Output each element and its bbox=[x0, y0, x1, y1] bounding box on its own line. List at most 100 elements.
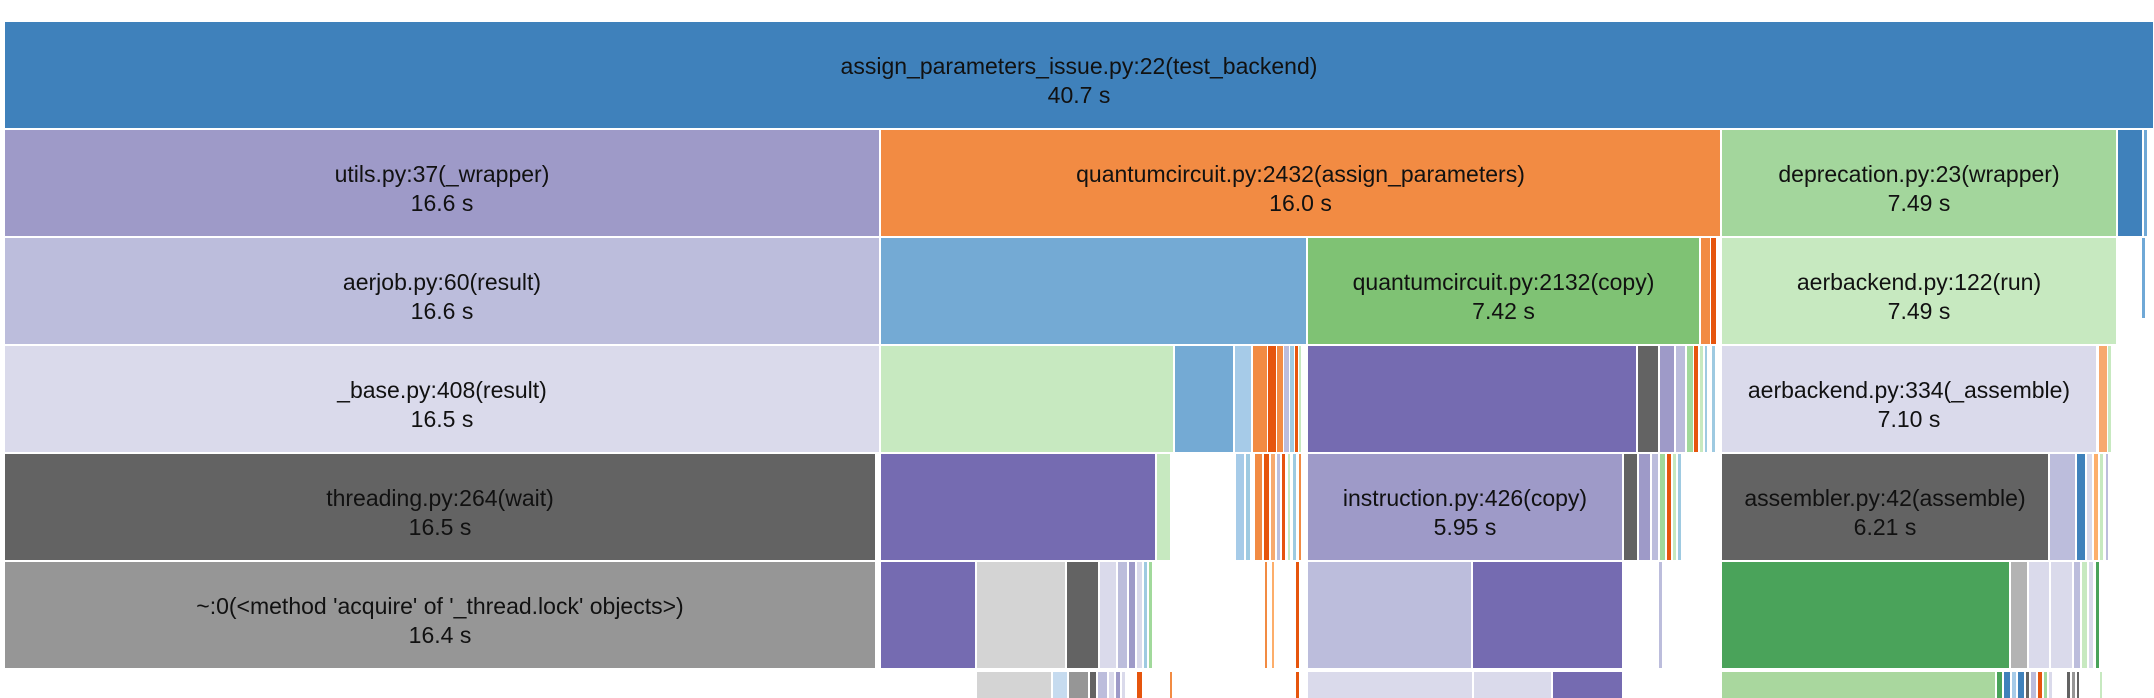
flame-frame[interactable] bbox=[1308, 346, 1636, 452]
flame-frame[interactable] bbox=[2067, 672, 2070, 698]
flame-frame[interactable] bbox=[1299, 454, 1301, 560]
flame-frame[interactable]: aerjob.py:60(result) 16.6 s bbox=[5, 238, 879, 344]
flame-frame[interactable] bbox=[1687, 346, 1693, 452]
flame-frame[interactable] bbox=[1299, 346, 1301, 452]
flame-frame[interactable] bbox=[1272, 562, 1274, 668]
flame-frame[interactable] bbox=[1137, 672, 1142, 698]
flame-frame[interactable] bbox=[2044, 672, 2047, 698]
flame-frame[interactable] bbox=[1676, 346, 1685, 452]
flame-frame[interactable] bbox=[977, 562, 1065, 668]
flame-frame[interactable] bbox=[1098, 672, 1107, 698]
flame-frame[interactable] bbox=[2077, 454, 2085, 560]
flame-frame[interactable] bbox=[1100, 562, 1116, 668]
flame-frame[interactable] bbox=[1053, 672, 1067, 698]
flame-frame[interactable]: deprecation.py:23(wrapper) 7.49 s bbox=[1722, 130, 2116, 236]
flame-frame[interactable]: threading.py:264(wait) 16.5 s bbox=[5, 454, 875, 560]
flame-frame[interactable] bbox=[1711, 238, 1716, 344]
flame-frame[interactable] bbox=[1090, 672, 1096, 698]
flame-frame[interactable] bbox=[1282, 454, 1285, 560]
flame-frame[interactable] bbox=[2099, 346, 2107, 452]
flame-frame[interactable] bbox=[1253, 346, 1267, 452]
flame-frame[interactable] bbox=[1246, 454, 1250, 560]
flame-frame[interactable]: instruction.py:426(copy) 5.95 s bbox=[1308, 454, 1622, 560]
flame-frame[interactable] bbox=[2077, 672, 2079, 698]
flame-frame[interactable] bbox=[1288, 454, 1290, 560]
flame-frame[interactable] bbox=[2011, 562, 2027, 668]
flame-frame[interactable] bbox=[1553, 672, 1622, 698]
flame-frame[interactable] bbox=[1129, 562, 1135, 668]
flame-frame[interactable] bbox=[1296, 672, 1299, 698]
flame-frame[interactable] bbox=[1722, 672, 1995, 698]
flame-frame[interactable] bbox=[1652, 454, 1658, 560]
flame-frame[interactable] bbox=[2012, 672, 2016, 698]
flame-frame[interactable] bbox=[1997, 672, 2002, 698]
flame-frame[interactable] bbox=[1122, 672, 1125, 698]
flame-frame[interactable] bbox=[1144, 562, 1147, 668]
flame-frame[interactable] bbox=[1705, 346, 1707, 452]
flame-frame[interactable] bbox=[1694, 346, 1698, 452]
flame-frame[interactable] bbox=[1277, 454, 1280, 560]
flame-frame[interactable] bbox=[1308, 562, 1471, 668]
flame-frame[interactable] bbox=[1109, 672, 1114, 698]
flame-frame[interactable] bbox=[1116, 672, 1120, 698]
flame-frame[interactable] bbox=[1069, 672, 1088, 698]
flame-frame[interactable] bbox=[2026, 672, 2029, 698]
flame-frame[interactable] bbox=[2072, 672, 2075, 698]
flame-frame[interactable] bbox=[2087, 454, 2092, 560]
flame-frame[interactable]: ~:0(<method 'acquire' of '_thread.lock' … bbox=[5, 562, 875, 668]
flame-frame[interactable] bbox=[1701, 238, 1710, 344]
flame-frame[interactable] bbox=[881, 454, 1155, 560]
flame-frame[interactable] bbox=[1678, 454, 1681, 560]
flame-frame[interactable] bbox=[2050, 454, 2075, 560]
flame-frame[interactable]: quantumcircuit.py:2132(copy) 7.42 s bbox=[1308, 238, 1699, 344]
flame-frame[interactable] bbox=[2029, 562, 2049, 668]
flame-frame[interactable] bbox=[1700, 346, 1703, 452]
flame-frame[interactable] bbox=[1639, 454, 1650, 560]
flame-frame[interactable] bbox=[2049, 672, 2052, 698]
flame-frame[interactable] bbox=[1712, 346, 1715, 452]
flame-frame[interactable]: utils.py:37(_wrapper) 16.6 s bbox=[5, 130, 879, 236]
flame-frame[interactable] bbox=[1659, 562, 1662, 668]
flame-frame[interactable] bbox=[1284, 346, 1289, 452]
flame-frame[interactable] bbox=[1236, 454, 1244, 560]
flame-frame[interactable] bbox=[1474, 672, 1551, 698]
flame-frame[interactable]: aerbackend.py:122(run) 7.49 s bbox=[1722, 238, 2116, 344]
flame-frame[interactable] bbox=[2142, 238, 2145, 318]
flame-frame[interactable] bbox=[1308, 672, 1472, 698]
flame-frame[interactable] bbox=[1667, 454, 1671, 560]
flame-frame[interactable] bbox=[1638, 346, 1658, 452]
flame-frame[interactable] bbox=[1265, 562, 1267, 668]
flame-frame[interactable] bbox=[881, 346, 1173, 452]
flame-frame[interactable]: quantumcircuit.py:2432(assign_parameters… bbox=[881, 130, 1720, 236]
flame-frame[interactable] bbox=[2100, 454, 2103, 560]
flame-frame[interactable] bbox=[2004, 672, 2010, 698]
flame-frame[interactable] bbox=[1170, 672, 1172, 698]
flame-frame[interactable] bbox=[1293, 454, 1296, 560]
flame-frame[interactable] bbox=[977, 672, 1051, 698]
flame-frame[interactable] bbox=[881, 562, 975, 668]
flame-frame[interactable] bbox=[2096, 562, 2099, 668]
flame-frame[interactable] bbox=[1660, 454, 1665, 560]
flame-frame[interactable] bbox=[2144, 130, 2147, 236]
flame-frame[interactable] bbox=[1175, 346, 1233, 452]
flame-frame[interactable]: _base.py:408(result) 16.5 s bbox=[5, 346, 879, 452]
flame-frame[interactable] bbox=[1277, 346, 1283, 452]
flame-frame[interactable] bbox=[1067, 562, 1098, 668]
flame-frame[interactable]: aerbackend.py:334(_assemble) 7.10 s bbox=[1722, 346, 2096, 452]
flame-frame[interactable] bbox=[2089, 562, 2093, 668]
flame-frame[interactable]: assembler.py:42(assemble) 6.21 s bbox=[1722, 454, 2048, 560]
flame-frame[interactable]: assign_parameters_issue.py:22(test_backe… bbox=[5, 22, 2153, 128]
flame-frame[interactable] bbox=[1473, 562, 1622, 668]
flame-frame[interactable] bbox=[2100, 672, 2102, 698]
flame-frame[interactable] bbox=[1624, 454, 1637, 560]
flame-frame[interactable] bbox=[2074, 562, 2080, 668]
flame-frame[interactable] bbox=[2051, 562, 2072, 668]
flame-frame[interactable] bbox=[2094, 454, 2098, 560]
flame-frame[interactable] bbox=[1673, 454, 1676, 560]
flame-frame[interactable] bbox=[1137, 562, 1142, 668]
flame-frame[interactable] bbox=[1295, 346, 1298, 452]
flame-frame[interactable] bbox=[1264, 454, 1269, 560]
flame-frame[interactable] bbox=[1660, 346, 1674, 452]
flame-frame[interactable] bbox=[2106, 454, 2108, 560]
flame-frame[interactable] bbox=[1296, 562, 1299, 668]
